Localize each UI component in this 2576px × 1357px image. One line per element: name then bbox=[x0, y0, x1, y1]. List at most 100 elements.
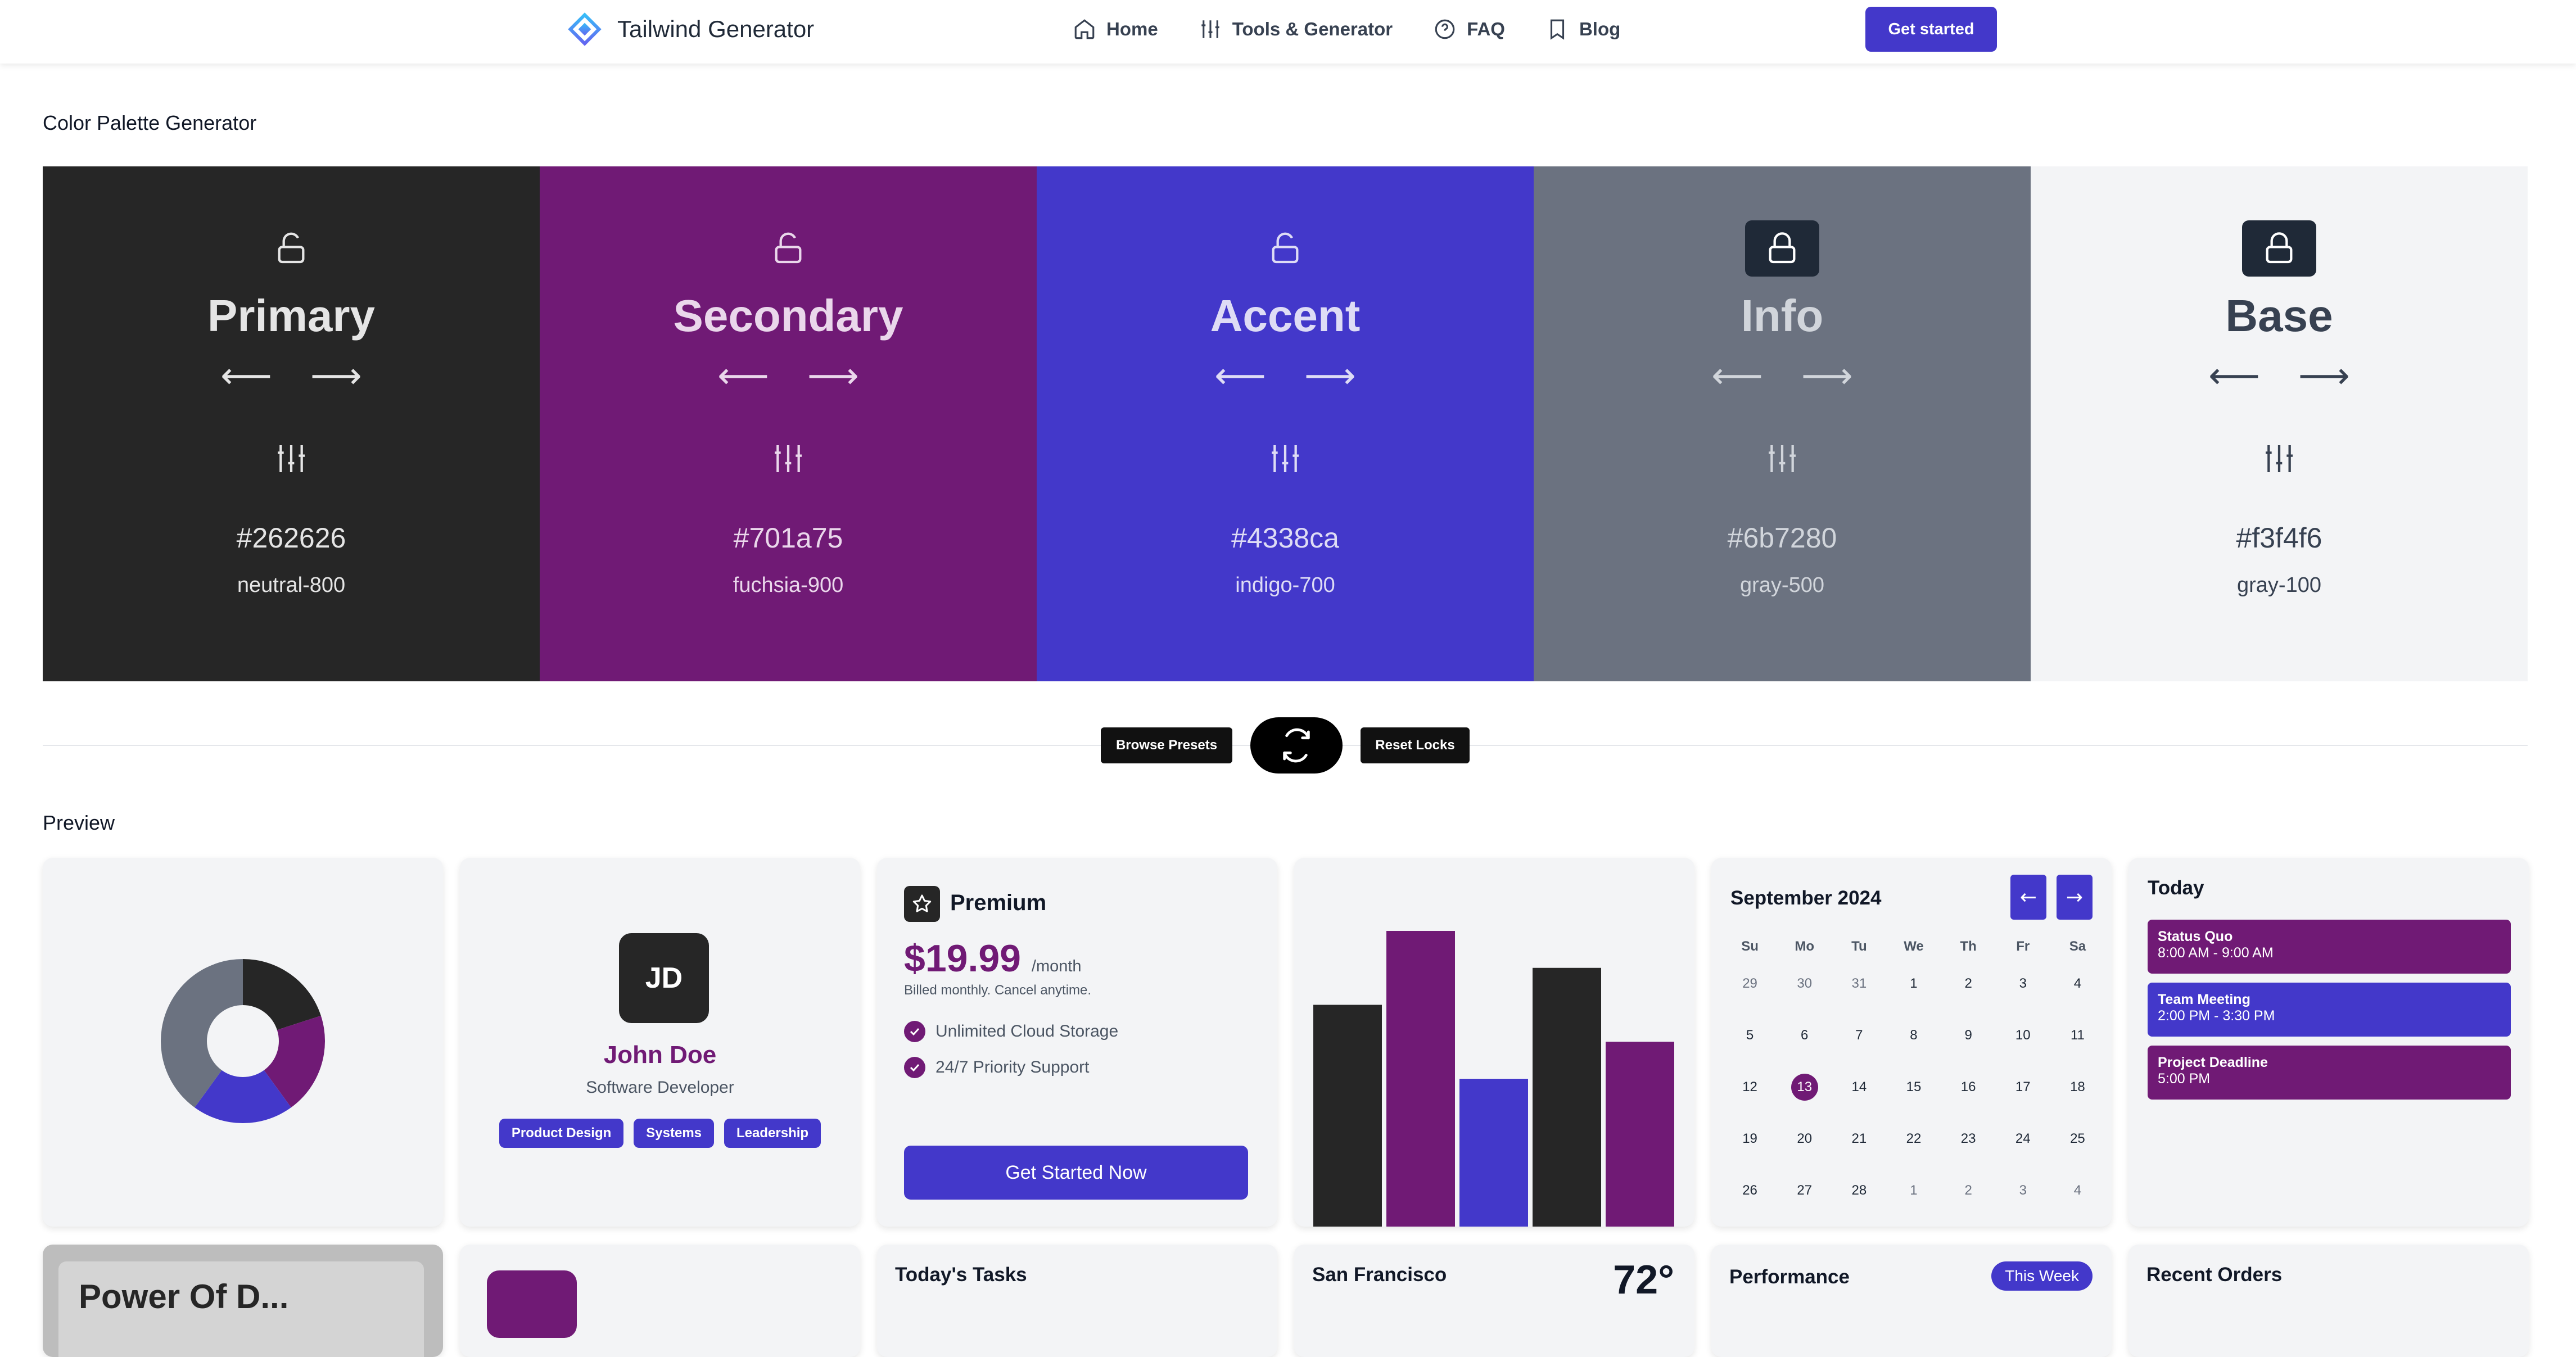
adjust-sliders-icon[interactable] bbox=[2261, 441, 2297, 477]
calendar-day[interactable]: 10 bbox=[1996, 1010, 2050, 1061]
calendar-day[interactable]: 3 bbox=[1996, 1165, 2050, 1216]
calendar-day[interactable]: 16 bbox=[1941, 1061, 1996, 1113]
nav-home[interactable]: Home bbox=[1073, 17, 1158, 41]
weekday-label: Sa bbox=[2069, 939, 2086, 954]
calendar-day[interactable]: 4 bbox=[2050, 958, 2105, 1010]
regenerate-button[interactable] bbox=[1250, 717, 1343, 774]
calendar-day[interactable]: 27 bbox=[1777, 1165, 1832, 1216]
arrow-left-icon[interactable]: ⟵ bbox=[717, 355, 769, 396]
calendar-day[interactable]: 28 bbox=[1832, 1165, 1886, 1216]
swatch-arrows: ⟵ ⟶ bbox=[717, 358, 859, 393]
calendar-day[interactable]: 6 bbox=[1777, 1010, 1832, 1061]
event-item[interactable]: Team Meeting 2:00 PM - 3:30 PM bbox=[2148, 983, 2511, 1037]
this-week-badge[interactable]: This Week bbox=[1991, 1261, 2093, 1291]
check-icon bbox=[904, 1057, 925, 1078]
lock-toggle[interactable] bbox=[254, 220, 328, 277]
calendar-day[interactable]: 2 bbox=[1941, 958, 1996, 1010]
pie-slice bbox=[161, 959, 243, 1108]
day-number: 18 bbox=[2070, 1079, 2085, 1094]
weather-card: San Francisco 72° bbox=[1294, 1245, 1694, 1357]
day-number: 1 bbox=[1910, 1183, 1918, 1198]
weekday-label: We bbox=[1904, 939, 1924, 954]
lock-toggle[interactable] bbox=[1745, 220, 1819, 277]
nav-faq[interactable]: FAQ bbox=[1433, 17, 1505, 41]
calendar-day[interactable]: 13 bbox=[1777, 1061, 1832, 1113]
day-number: 15 bbox=[1906, 1079, 1922, 1094]
tag-leadership[interactable]: Leadership bbox=[724, 1119, 821, 1148]
color-palette: Primary ⟵ ⟶ #262626 neutral-800 Secondary ⟵ ⟶ #… bbox=[43, 166, 2528, 681]
day-number: 26 bbox=[1742, 1183, 1757, 1198]
day-number: 4 bbox=[2073, 976, 2082, 991]
nav-home-label: Home bbox=[1106, 19, 1158, 39]
calendar-day[interactable]: 5 bbox=[1723, 1010, 1777, 1061]
calendar-day[interactable]: 20 bbox=[1777, 1113, 1832, 1165]
lock-toggle[interactable] bbox=[2242, 220, 2316, 277]
price-period: /month bbox=[1031, 957, 1082, 975]
day-number: 6 bbox=[1801, 1028, 1809, 1043]
bar bbox=[1606, 1042, 1674, 1227]
calendar-day[interactable]: 26 bbox=[1723, 1165, 1777, 1216]
calendar-day[interactable]: 17 bbox=[1996, 1061, 2050, 1113]
browse-presets-button[interactable]: Browse Presets bbox=[1101, 727, 1232, 763]
calendar-month-title: September 2024 bbox=[1730, 887, 1882, 909]
calendar-day[interactable]: 12 bbox=[1723, 1061, 1777, 1113]
calendar-day[interactable]: 18 bbox=[2050, 1061, 2105, 1113]
calendar-day[interactable]: 1 bbox=[1886, 958, 1941, 1010]
calendar-day[interactable]: 21 bbox=[1832, 1113, 1886, 1165]
get-started-button[interactable]: Get started bbox=[1865, 7, 1997, 52]
calendar-day[interactable]: 2 bbox=[1941, 1165, 1996, 1216]
calendar-day[interactable]: 7 bbox=[1832, 1010, 1886, 1061]
adjust-sliders-icon[interactable] bbox=[273, 441, 309, 477]
nav-blog[interactable]: Blog bbox=[1545, 17, 1620, 41]
calendar-day[interactable]: 22 bbox=[1886, 1113, 1941, 1165]
reset-locks-button[interactable]: Reset Locks bbox=[1361, 727, 1470, 763]
adjust-sliders-icon[interactable] bbox=[1267, 441, 1303, 477]
swatch-tailwind-name: fuchsia-900 bbox=[733, 573, 844, 597]
calendar-day[interactable]: 30 bbox=[1777, 958, 1832, 1010]
calendar-prev-button[interactable]: ← bbox=[2010, 875, 2046, 920]
arrow-right-icon[interactable]: ⟶ bbox=[1304, 355, 1356, 396]
day-number: 25 bbox=[2070, 1131, 2085, 1146]
calendar-day[interactable]: 25 bbox=[2050, 1113, 2105, 1165]
arrow-left-icon[interactable]: ⟵ bbox=[1711, 355, 1763, 396]
adjust-sliders-icon[interactable] bbox=[1764, 441, 1800, 477]
arrow-right-icon[interactable]: ⟶ bbox=[1801, 355, 1853, 396]
calendar-day[interactable]: 15 bbox=[1886, 1061, 1941, 1113]
calendar-next-button[interactable]: → bbox=[2057, 875, 2093, 920]
arrow-right-icon[interactable]: ⟶ bbox=[2298, 355, 2350, 396]
calendar-day[interactable]: 23 bbox=[1941, 1113, 1996, 1165]
performance-title: Performance bbox=[1729, 1266, 1850, 1288]
calendar-day[interactable]: 3 bbox=[1996, 958, 2050, 1010]
arrow-right-icon[interactable]: ⟶ bbox=[310, 355, 362, 396]
calendar-day[interactable]: 8 bbox=[1886, 1010, 1941, 1061]
calendar-day[interactable]: 14 bbox=[1832, 1061, 1886, 1113]
arrow-left-icon[interactable]: ⟵ bbox=[1214, 355, 1266, 396]
home-icon bbox=[1074, 19, 1095, 39]
lock-toggle[interactable] bbox=[1248, 220, 1322, 277]
weekday-label: Th bbox=[1960, 939, 1977, 954]
adjust-sliders-icon[interactable] bbox=[770, 441, 806, 477]
calendar-day[interactable]: 1 bbox=[1886, 1165, 1941, 1216]
brand-logo[interactable]: Tailwind Generator bbox=[567, 11, 814, 47]
calendar-day[interactable]: 19 bbox=[1723, 1113, 1777, 1165]
calendar-day[interactable]: 4 bbox=[2050, 1165, 2105, 1216]
event-item[interactable]: Project Deadline 5:00 PM bbox=[2148, 1046, 2511, 1100]
lock-toggle[interactable] bbox=[751, 220, 825, 277]
tag-systems[interactable]: Systems bbox=[634, 1119, 715, 1148]
nav-tools[interactable]: Tools & Generator bbox=[1199, 17, 1393, 41]
event-item[interactable]: Status Quo 8:00 AM - 9:00 AM bbox=[2148, 920, 2511, 974]
calendar-day[interactable]: 31 bbox=[1832, 958, 1886, 1010]
arrow-right-icon[interactable]: ⟶ bbox=[807, 355, 859, 396]
arrow-left-icon[interactable]: ⟵ bbox=[2208, 355, 2260, 396]
day-number: 5 bbox=[1746, 1028, 1754, 1043]
day-number: 29 bbox=[1742, 976, 1757, 991]
card-2 bbox=[460, 1245, 860, 1357]
calendar-day[interactable]: 9 bbox=[1941, 1010, 1996, 1061]
calendar-day[interactable]: 29 bbox=[1723, 958, 1777, 1010]
calendar-day[interactable]: 24 bbox=[1996, 1113, 2050, 1165]
day-number: 4 bbox=[2073, 1183, 2082, 1198]
tag-product-design[interactable]: Product Design bbox=[499, 1119, 624, 1148]
calendar-day[interactable]: 11 bbox=[2050, 1010, 2105, 1061]
arrow-left-icon[interactable]: ⟵ bbox=[220, 355, 272, 396]
get-started-now-button[interactable]: Get Started Now bbox=[904, 1146, 1248, 1200]
